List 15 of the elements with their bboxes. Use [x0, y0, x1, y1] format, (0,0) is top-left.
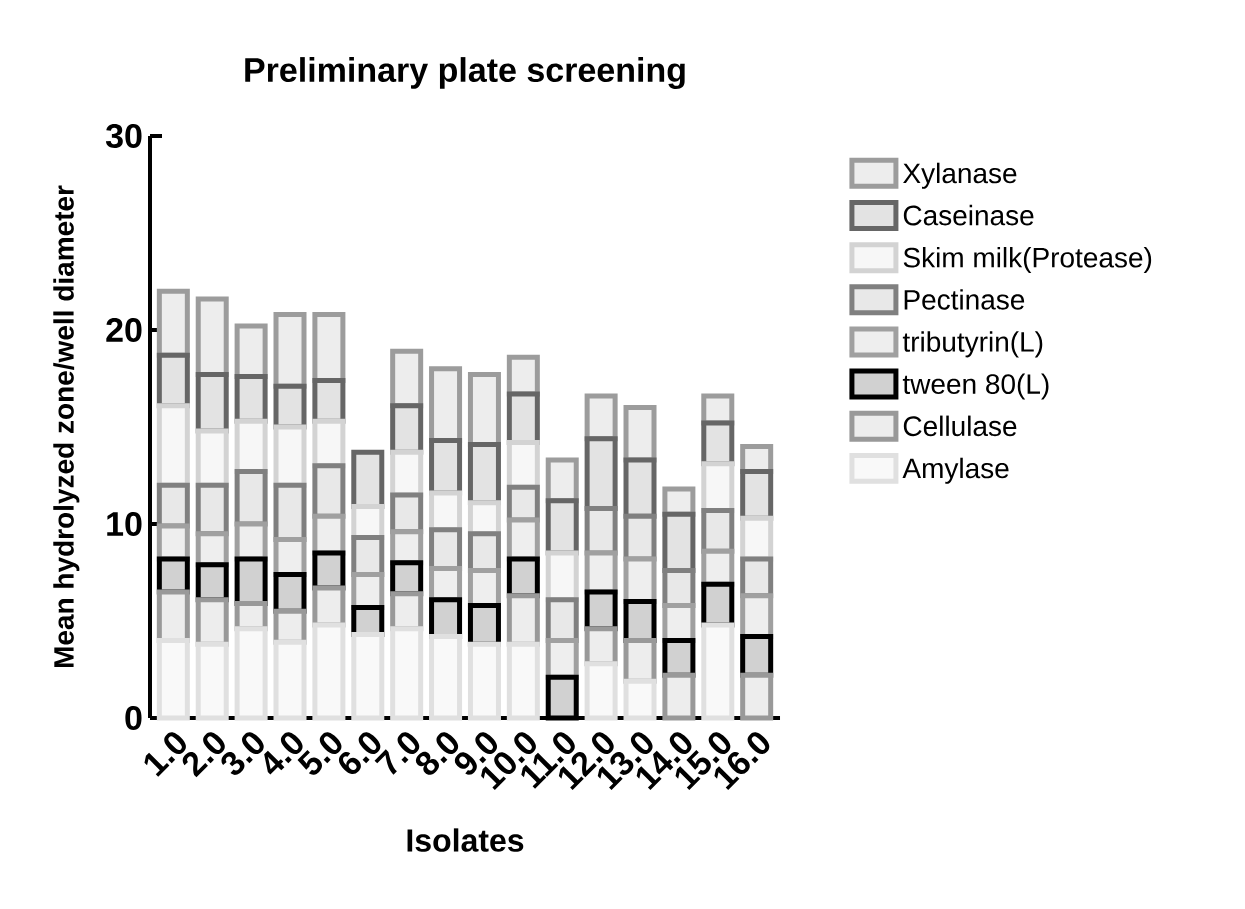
legend-label: Skim milk(Protease) — [903, 247, 1152, 274]
legend-label: tween 80(L) — [902, 373, 1049, 400]
y-tick-label: 10 — [107, 511, 142, 537]
legend-label: tributyrin(L) — [902, 331, 1043, 358]
y-tick-label: 0 — [125, 705, 142, 731]
legend-label: Amylase — [902, 457, 1009, 484]
y-tick-label: 30 — [105, 123, 142, 149]
y-tick-label: 20 — [106, 317, 142, 343]
y-axis-title: Mean hydrolyzed zone/well diameter — [53, 185, 80, 668]
legend-label: Cellulase — [903, 415, 1017, 437]
x-axis-title: Isolates — [407, 828, 524, 852]
legend-label: Caseinase — [903, 204, 1034, 226]
legend-label: Xylanase — [903, 162, 1017, 189]
legend-label: Pectinase — [904, 289, 1025, 310]
chart-title: Preliminary plate screening — [245, 57, 685, 89]
